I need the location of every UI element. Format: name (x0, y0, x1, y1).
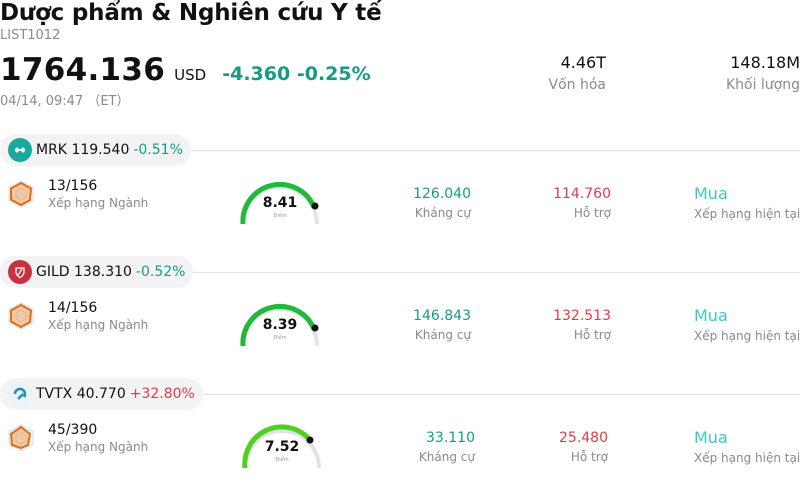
radar-hexagon-icon (8, 180, 34, 208)
rating-value: Mua (694, 306, 728, 325)
resistance-label: Kháng cự (414, 206, 471, 220)
industry-rank: 13/156 Xếp hạng Ngành (8, 178, 148, 210)
page-title: Dược phẩm & Nghiên cứu Y tế (0, 0, 382, 26)
score-label: Điểm (273, 213, 287, 219)
timestamp: 04/14, 09:47 （ET） (0, 94, 130, 109)
rating-value: Mua (694, 184, 728, 203)
rank-label: Xếp hạng Ngành (48, 318, 149, 332)
resistance-value: 146.843 (413, 308, 471, 324)
stock-pill-tvtx[interactable]: TVTX 40.770 +32.80% (0, 378, 203, 410)
current-rating: Mua Xếp hạng hiện tại (694, 184, 800, 221)
stock-pill-mrk[interactable]: MRK 119.540 -0.51% (0, 134, 191, 166)
stock-pill-gild[interactable]: GILD 138.310 -0.52% (0, 256, 194, 288)
rank-label: Xếp hạng Ngành (48, 196, 149, 210)
support: 114.760 Hỗ trợ (553, 186, 611, 220)
index-price: 1764.136 (0, 52, 166, 88)
radar-hexagon-icon (8, 302, 34, 330)
industry-rank: 14/156 Xếp hạng Ngành (8, 300, 148, 332)
resistance: 146.843 Kháng cự (413, 308, 471, 342)
current-rating: Mua Xếp hạng hiện tại (694, 428, 800, 465)
score-label: Điểm (273, 335, 287, 341)
stock-card-mrk: MRK 119.540 -0.51% 13/156 Xếp hạng Ngành… (0, 134, 800, 256)
rank-label: Xếp hạng Ngành (48, 440, 149, 454)
stock-card-gild: GILD 138.310 -0.52% 14/156 Xếp hạng Ngàn… (0, 256, 800, 378)
stock-price: 138.310 (74, 264, 132, 280)
stock-symbol: TVTX (36, 386, 73, 402)
stock-card-tvtx: TVTX 40.770 +32.80% 45/390 Xếp hạng Ngàn… (0, 378, 800, 488)
stock-change-pct: -0.51% (133, 142, 183, 158)
score-value: 8.41 (262, 195, 298, 211)
rank-value: 14/156 (48, 300, 98, 316)
resistance-label: Kháng cự (414, 328, 471, 342)
rating-value: Mua (694, 428, 728, 447)
industry-rank: 45/390 Xếp hạng Ngành (8, 422, 148, 454)
stock-change-pct: -0.52% (135, 264, 186, 280)
support: 132.513 Hỗ trợ (553, 308, 611, 342)
support-value: 25.480 (559, 430, 608, 446)
price-change: -4.360 -0.25% (222, 63, 371, 85)
support-label: Hỗ trợ (573, 206, 611, 220)
market-cap-value: 4.46T (560, 53, 606, 72)
support-label: Hỗ trợ (570, 450, 608, 464)
support-label: Hỗ trợ (573, 328, 611, 342)
rating-label: Xếp hạng hiện tại (694, 207, 800, 221)
market-cap-label: Vốn hóa (548, 77, 606, 93)
volume-value: 148.18M (730, 53, 800, 72)
score-gauge: 8.41 Điểm (238, 176, 328, 226)
stock-symbol: GILD (36, 264, 70, 280)
gilead-logo-icon (8, 260, 32, 284)
support-value: 114.760 (553, 186, 611, 202)
divider (180, 272, 800, 273)
merck-logo-icon (8, 138, 32, 162)
score-gauge: 8.39 Điểm (238, 298, 328, 348)
score-value: 8.39 (262, 317, 298, 333)
price-row: 1764.136 USD -4.360 -0.25% (0, 52, 371, 88)
radar-hexagon-icon (8, 424, 34, 452)
volume-stat: 148.18M Khối lượng (726, 53, 800, 93)
stock-price: 40.770 (76, 386, 126, 402)
score-gauge: 7.52 Điểm (240, 420, 330, 470)
stock-symbol: MRK (36, 142, 67, 158)
resistance-label: Kháng cự (418, 450, 475, 464)
rank-value: 13/156 (48, 178, 98, 194)
current-rating: Mua Xếp hạng hiện tại (694, 306, 800, 343)
divider (202, 394, 800, 395)
stock-change-pct: +32.80% (129, 386, 195, 402)
score-label: Điểm (275, 457, 289, 463)
resistance: 126.040 Kháng cự (413, 186, 471, 220)
score-value: 7.52 (264, 439, 300, 455)
travere-logo-icon (8, 382, 32, 406)
currency-label: USD (174, 66, 207, 84)
rank-value: 45/390 (48, 422, 98, 438)
resistance-value: 33.110 (426, 430, 475, 446)
index-code: LIST1012 (0, 28, 61, 43)
resistance-value: 126.040 (413, 186, 471, 202)
market-cap-stat: 4.46T Vốn hóa (549, 53, 606, 93)
resistance: 33.110 Kháng cự (419, 430, 475, 464)
rating-label: Xếp hạng hiện tại (694, 329, 800, 343)
stock-price: 119.540 (71, 142, 130, 158)
support-value: 132.513 (553, 308, 611, 324)
rating-label: Xếp hạng hiện tại (694, 451, 800, 465)
divider (180, 150, 800, 151)
support: 25.480 Hỗ trợ (559, 430, 608, 464)
volume-label: Khối lượng (725, 77, 800, 93)
